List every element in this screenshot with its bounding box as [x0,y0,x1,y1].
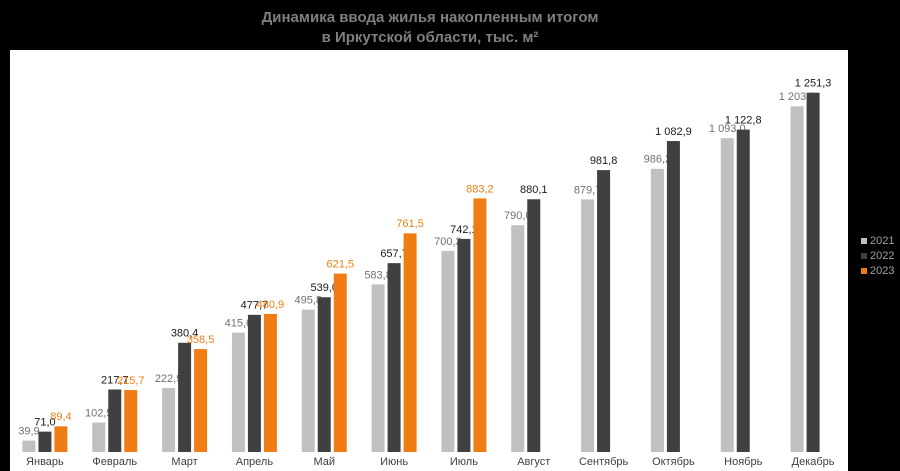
bar [403,233,417,452]
value-label: 583,8 [364,269,392,281]
legend-label: 2022 [870,250,894,262]
x-tick-label: Май [313,456,335,468]
bar [527,199,541,452]
x-tick-label: Июнь [380,456,408,468]
bar [736,129,750,452]
bar [301,309,315,452]
value-label: 477,7 [241,300,269,312]
bar [806,92,820,452]
bar [371,284,385,452]
value-label: 1 082,9 [655,126,692,138]
value-label: 217,7 [101,374,129,386]
bar [597,170,611,453]
x-tick-label: Март [171,456,197,468]
bar [162,387,176,452]
x-tick-label: Сентябрь [579,456,629,468]
bar [22,440,36,452]
bar [720,138,734,452]
bar [231,332,245,452]
value-label: 480,9 [257,299,285,311]
x-tick-label: Февраль [92,456,137,468]
bar [247,314,261,452]
bar [54,426,68,452]
bar [511,225,525,452]
legend-swatch [861,268,867,274]
bar [581,199,595,452]
legend-label: 2023 [870,265,894,277]
value-label: 761,5 [396,218,424,230]
bar [124,390,138,452]
value-label: 657,7 [380,248,408,260]
bar [178,342,192,452]
value-label: 380,4 [171,328,199,340]
value-label: 883,2 [466,183,494,195]
bar [317,297,331,452]
value-label: 1 203,8 [779,91,816,103]
value-label: 415,6 [225,318,253,330]
value-label: 879,7 [574,184,602,196]
value-label: 539,0 [310,282,338,294]
value-label: 981,8 [590,155,618,167]
value-label: 1 251,3 [795,78,832,90]
value-label: 790,0 [504,210,532,222]
bar [333,273,347,452]
x-tick-label: Август [517,456,550,468]
value-label: 742,1 [450,224,478,236]
bar [666,141,680,453]
bar [387,263,401,452]
value-label: 986,2 [644,154,672,166]
value-label: 495,8 [294,295,322,307]
value-label: 1 093,0 [709,123,746,135]
chart-title: Динамика ввода жилья накопленным итогом [262,9,599,26]
value-label: 1 122,8 [725,115,762,127]
x-tick-label: Ноябрь [724,456,762,468]
bar [263,313,277,452]
bar [457,238,471,452]
value-label: 215,7 [117,375,145,387]
bar [790,106,804,452]
value-label: 39,9 [18,425,39,437]
value-label: 700,3 [434,236,462,248]
bar [473,198,487,452]
legend-swatch [861,238,867,244]
bar [194,349,208,452]
value-label: 358,5 [187,334,215,346]
plot-area [10,50,848,471]
value-label: 621,5 [326,258,354,270]
chart-title: в Иркутской области, тыс. м² [322,29,539,46]
bar [441,250,455,452]
value-label: 102,5 [85,407,113,419]
bar [92,422,106,452]
x-tick-label: Июль [450,456,478,468]
legend-label: 2021 [870,235,894,247]
value-label: 222,9 [155,373,183,385]
bar [108,389,122,452]
x-tick-label: Декабрь [792,456,835,468]
bar [38,431,52,452]
value-label: 880,1 [520,184,548,196]
value-label: 71,0 [34,417,55,429]
x-tick-label: Октябрь [652,456,695,468]
legend-swatch [861,253,867,259]
bar [650,168,664,453]
value-label: 89,4 [50,411,71,423]
x-tick-label: Апрель [236,456,274,468]
x-tick-label: Январь [26,456,64,468]
